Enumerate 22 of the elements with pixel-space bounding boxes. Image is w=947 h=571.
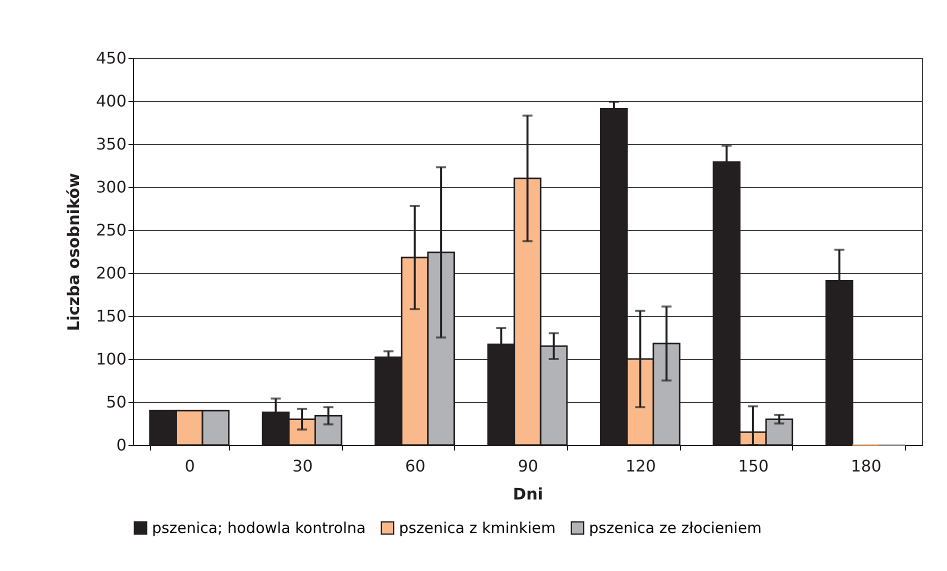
y-tick-label: 250 (96, 220, 126, 240)
x-tick-label: 120 (625, 456, 656, 476)
y-tick-label: 0 (116, 436, 126, 454)
y-tick-label: 50 (106, 392, 126, 412)
legend-label: pszenica; hodowla kontrolna (152, 518, 366, 537)
x-tick-label: 0 (184, 456, 195, 476)
y-tick-label: 400 (96, 92, 126, 110)
y-tick-label: 100 (96, 350, 126, 368)
x-tick-label: 180 (850, 456, 882, 476)
x-tick-label: 90 (518, 456, 538, 476)
y-tick-label: 300 (96, 178, 126, 196)
x-tick-label: 150 (738, 456, 769, 476)
y-tick-label: 350 (96, 134, 126, 154)
y-tick-label: 150 (96, 306, 126, 326)
y-axis-title: Liczba osobników (64, 172, 83, 332)
x-axis-title: Dni (512, 484, 544, 504)
x-tick-label: 60 (405, 456, 426, 476)
y-tick-label: 450 (96, 48, 126, 68)
y-tick-label: 200 (96, 264, 126, 282)
x-tick-label: 30 (292, 456, 313, 476)
legend-label: pszenica ze złocieniem (589, 518, 762, 537)
legend-label: pszenica z kminkiem (399, 518, 556, 537)
